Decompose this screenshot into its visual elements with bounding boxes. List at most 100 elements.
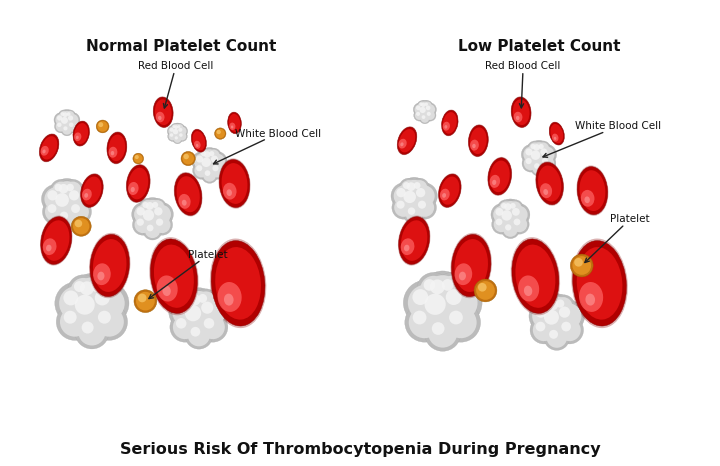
- Circle shape: [495, 219, 503, 226]
- Circle shape: [194, 295, 229, 329]
- Circle shape: [405, 303, 444, 342]
- Circle shape: [68, 116, 73, 121]
- Ellipse shape: [41, 217, 72, 264]
- Circle shape: [410, 183, 437, 209]
- Circle shape: [536, 301, 578, 344]
- Circle shape: [71, 216, 91, 236]
- Circle shape: [498, 207, 523, 231]
- Ellipse shape: [73, 121, 90, 147]
- Ellipse shape: [90, 234, 130, 297]
- Circle shape: [424, 110, 436, 121]
- Ellipse shape: [191, 129, 207, 153]
- Circle shape: [505, 224, 511, 231]
- Circle shape: [510, 203, 516, 209]
- Ellipse shape: [109, 135, 125, 161]
- Circle shape: [495, 208, 503, 216]
- Circle shape: [531, 151, 540, 160]
- Circle shape: [492, 215, 511, 234]
- Circle shape: [168, 295, 204, 329]
- Circle shape: [426, 105, 431, 110]
- Circle shape: [507, 200, 523, 216]
- Circle shape: [554, 297, 572, 316]
- Circle shape: [418, 288, 467, 336]
- Ellipse shape: [585, 294, 595, 306]
- Circle shape: [572, 256, 591, 275]
- Circle shape: [134, 154, 143, 163]
- Ellipse shape: [580, 170, 606, 211]
- Circle shape: [198, 312, 228, 342]
- Ellipse shape: [42, 238, 56, 255]
- Ellipse shape: [223, 183, 237, 199]
- Circle shape: [175, 136, 178, 139]
- Circle shape: [416, 112, 420, 116]
- Ellipse shape: [227, 189, 232, 196]
- Circle shape: [474, 279, 497, 302]
- Circle shape: [417, 273, 450, 306]
- Ellipse shape: [550, 124, 563, 143]
- Circle shape: [413, 182, 420, 189]
- Circle shape: [173, 125, 176, 128]
- Ellipse shape: [510, 96, 531, 128]
- Ellipse shape: [210, 239, 266, 328]
- Ellipse shape: [231, 125, 233, 129]
- Ellipse shape: [84, 193, 88, 198]
- Ellipse shape: [107, 132, 127, 164]
- Ellipse shape: [130, 187, 135, 192]
- Ellipse shape: [211, 240, 265, 326]
- Circle shape: [145, 202, 153, 210]
- Circle shape: [42, 185, 71, 214]
- Circle shape: [184, 294, 193, 303]
- Circle shape: [136, 292, 155, 310]
- Circle shape: [430, 280, 445, 295]
- Circle shape: [412, 180, 428, 196]
- Ellipse shape: [182, 200, 186, 206]
- Circle shape: [137, 219, 144, 226]
- Text: Red Blood Cell: Red Blood Cell: [485, 61, 561, 108]
- Ellipse shape: [512, 239, 559, 314]
- Circle shape: [55, 193, 69, 207]
- Circle shape: [420, 107, 426, 113]
- Circle shape: [179, 289, 204, 315]
- Circle shape: [66, 184, 74, 191]
- Circle shape: [152, 214, 173, 235]
- Circle shape: [152, 205, 171, 224]
- Circle shape: [172, 123, 183, 134]
- Circle shape: [418, 101, 427, 110]
- Ellipse shape: [192, 130, 207, 152]
- Circle shape: [394, 185, 415, 207]
- Ellipse shape: [554, 137, 557, 140]
- Circle shape: [176, 124, 184, 131]
- Circle shape: [171, 123, 179, 132]
- Circle shape: [529, 143, 541, 154]
- Ellipse shape: [579, 282, 603, 312]
- Circle shape: [552, 295, 575, 318]
- Circle shape: [60, 110, 74, 123]
- Circle shape: [68, 121, 78, 131]
- Circle shape: [65, 112, 80, 127]
- Circle shape: [48, 185, 86, 225]
- Circle shape: [177, 125, 180, 128]
- Circle shape: [57, 116, 62, 121]
- Circle shape: [209, 162, 227, 179]
- Circle shape: [215, 129, 225, 138]
- Ellipse shape: [490, 175, 500, 188]
- Circle shape: [402, 177, 427, 202]
- Circle shape: [202, 158, 211, 167]
- Circle shape: [478, 283, 487, 292]
- Circle shape: [185, 321, 213, 349]
- Circle shape: [189, 294, 200, 306]
- Circle shape: [495, 204, 526, 234]
- Ellipse shape: [228, 112, 242, 134]
- Circle shape: [202, 167, 217, 183]
- Ellipse shape: [438, 174, 461, 207]
- Circle shape: [200, 147, 219, 166]
- Circle shape: [528, 141, 542, 156]
- Circle shape: [426, 111, 435, 120]
- Circle shape: [76, 277, 108, 309]
- Circle shape: [148, 199, 166, 216]
- Circle shape: [143, 200, 161, 218]
- Circle shape: [61, 124, 73, 136]
- Circle shape: [420, 102, 430, 111]
- Ellipse shape: [155, 99, 171, 125]
- Circle shape: [542, 294, 572, 323]
